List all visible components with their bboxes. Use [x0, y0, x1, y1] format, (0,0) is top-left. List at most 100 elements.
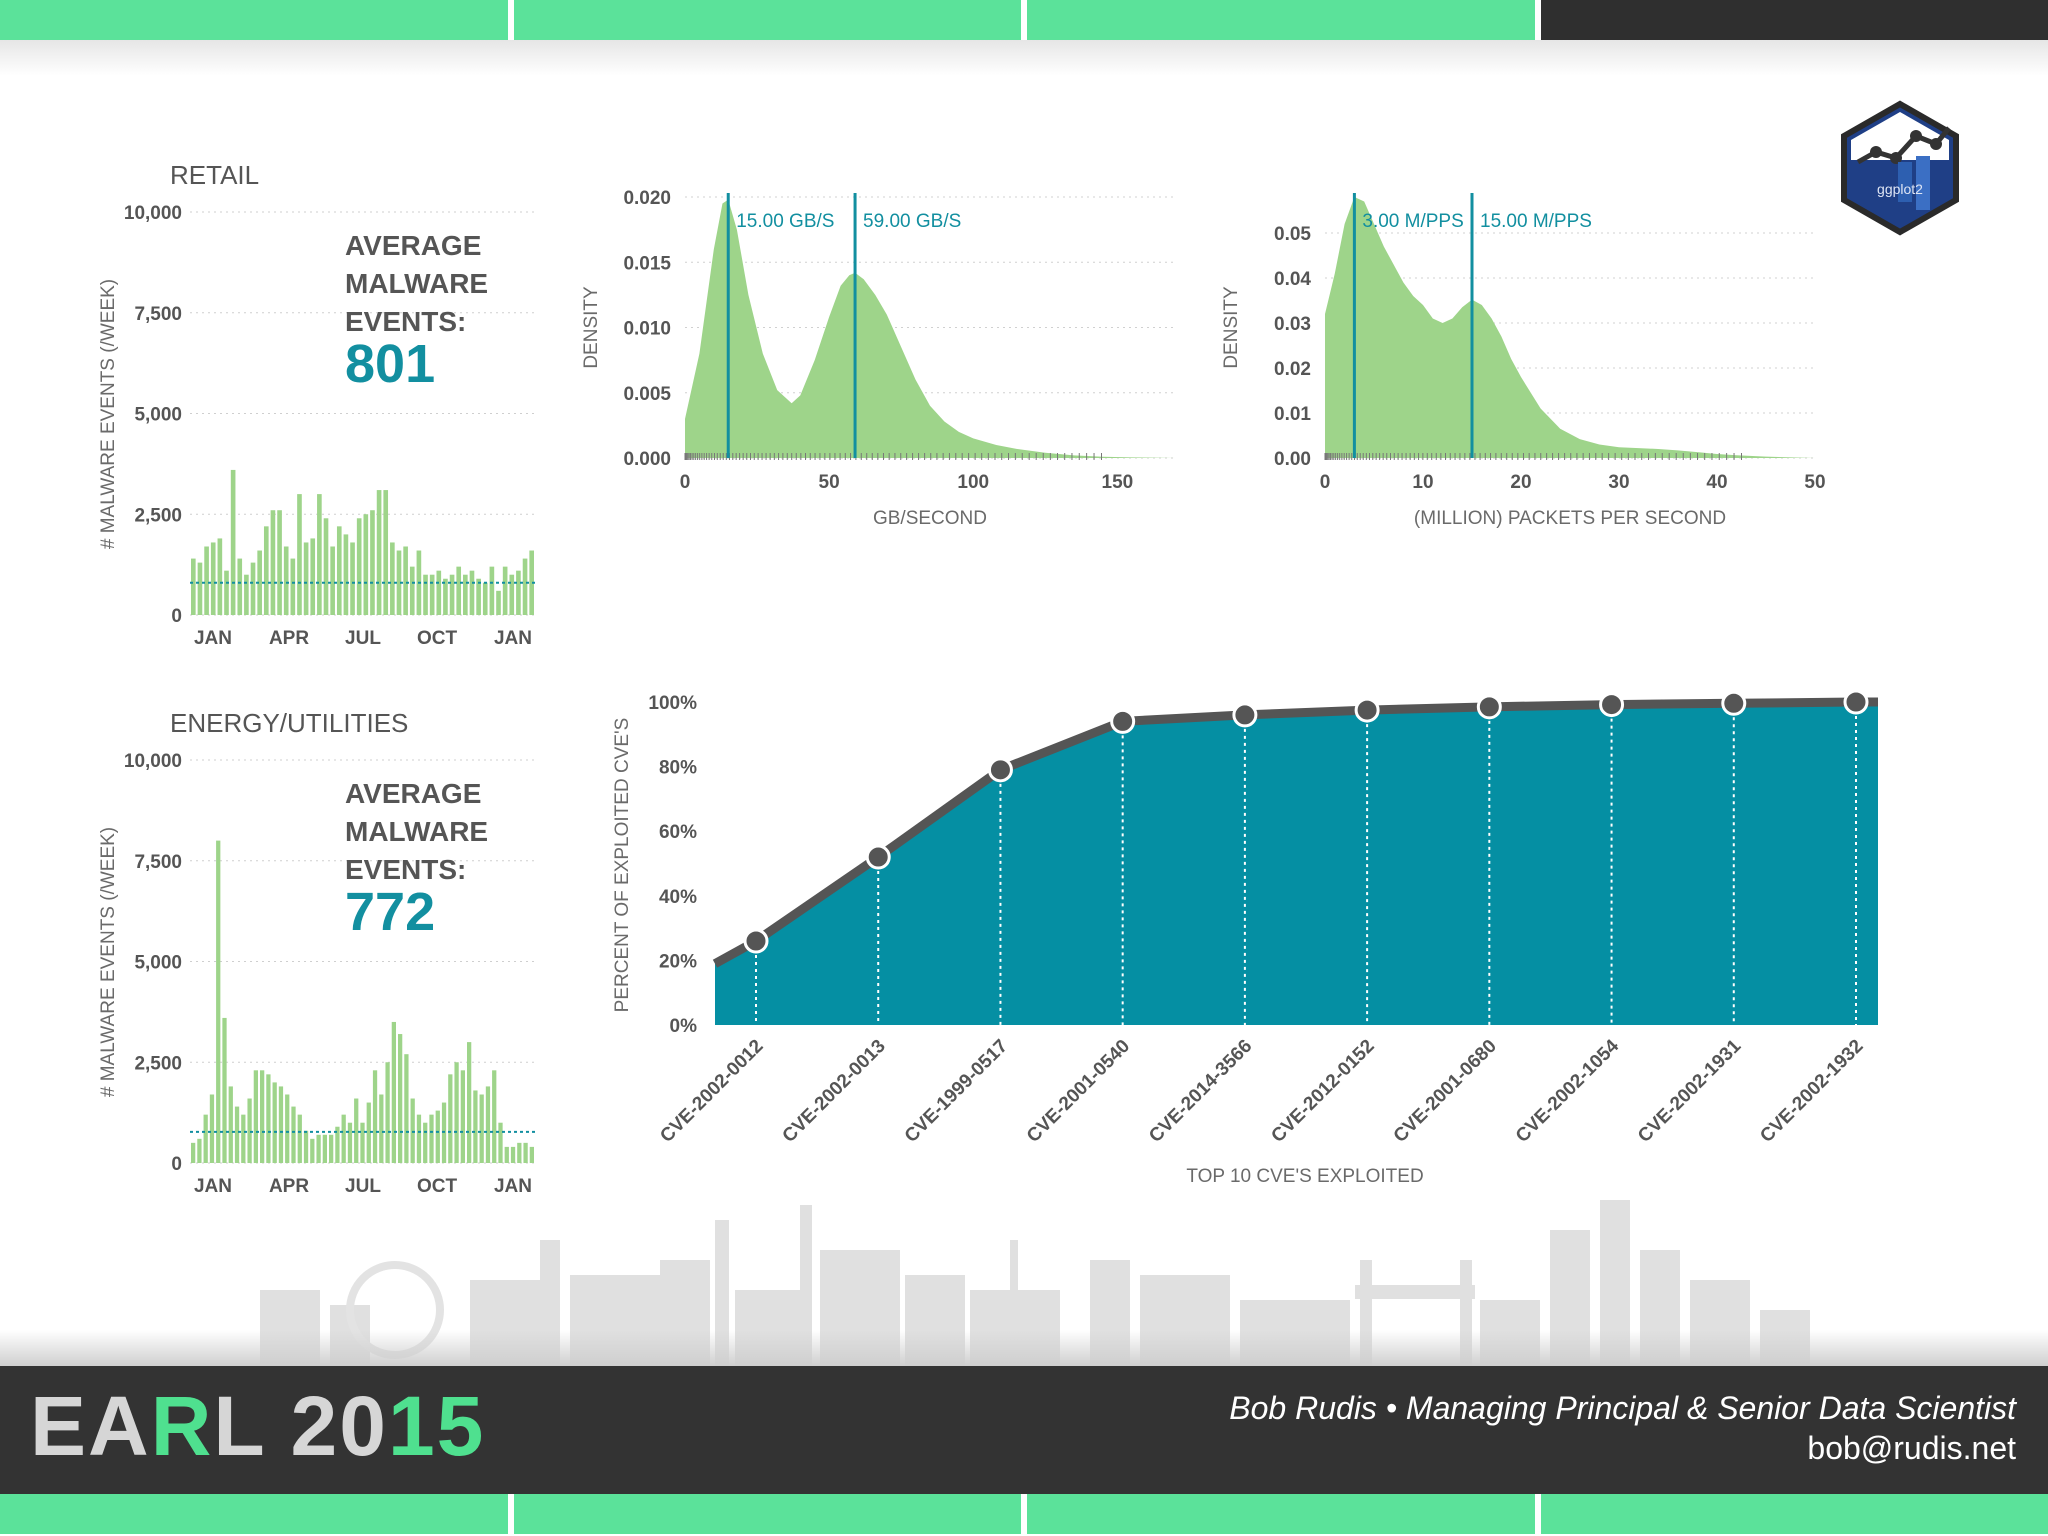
y-tick-label: 60% [659, 822, 697, 843]
data-point [1843, 689, 1869, 715]
bar [217, 538, 223, 615]
bar [329, 1134, 334, 1163]
x-tick-label: CVE-2002-1932 [1756, 1036, 1867, 1147]
average-value: 772 [345, 882, 435, 942]
bar [272, 1082, 277, 1163]
x-tick-label: 150 [1102, 472, 1134, 493]
bar [463, 574, 468, 615]
brand-text-part: 15 [387, 1379, 486, 1473]
y-tick-label: 5,000 [134, 953, 182, 974]
bar [270, 510, 276, 615]
x-tick-label: JAN [194, 628, 232, 649]
y-tick-label: 0 [171, 606, 182, 627]
bar [391, 1021, 396, 1163]
bar [222, 1017, 227, 1163]
ggplot2-hex-logo-icon: ggplot2 [1841, 100, 1959, 236]
bar [263, 526, 269, 615]
bar [517, 1142, 522, 1163]
bar [363, 514, 369, 615]
y-tick-label: 0.04 [1274, 269, 1311, 290]
bar [341, 1114, 346, 1163]
x-tick-label: CVE-2002-0012 [656, 1036, 767, 1147]
bar [335, 1126, 340, 1163]
accent-segment [513, 1494, 1021, 1534]
bar [234, 1106, 240, 1163]
bar [404, 1054, 409, 1163]
bar [310, 1138, 315, 1163]
bar [448, 1074, 453, 1163]
bar [210, 542, 216, 615]
top-shadow [0, 40, 2048, 76]
bar [529, 1146, 534, 1163]
y-tick-label: 0 [171, 1154, 182, 1175]
bar [360, 1122, 365, 1163]
bar [372, 1070, 378, 1163]
bar [403, 546, 408, 615]
accent-segment [513, 0, 1021, 40]
data-point [1354, 697, 1380, 723]
x-tick-label: CVE-2001-0680 [1390, 1036, 1501, 1147]
bar [257, 550, 262, 615]
y-tick-label: 100% [648, 693, 697, 714]
accent-segment [1540, 0, 2048, 40]
bar [489, 566, 495, 615]
bar [297, 1114, 302, 1163]
bar [416, 1114, 422, 1163]
bar [283, 546, 289, 615]
bar [197, 1138, 202, 1163]
bar [449, 574, 455, 615]
bar [482, 582, 488, 615]
cve-cumulative-chart: 0%20%40%60%80%100%CVE-2002-0012 CVE-2002-… [612, 689, 1878, 1187]
y-tick-label: 0.05 [1274, 224, 1311, 245]
bar [516, 570, 521, 615]
retail-bar-chart: RETAIL 0 2,500 5,000 7,500 10,000 JAN APR JUL OCT… [98, 160, 535, 649]
accent-segment [0, 1494, 508, 1534]
x-axis-label: TOP 10 CVE'S EXPLOITED [1186, 1166, 1423, 1187]
x-tick-label: CVE-2002-0013 [779, 1036, 890, 1147]
y-tick-label: 0.01 [1274, 404, 1311, 425]
bar [291, 1106, 296, 1163]
bar [209, 1094, 215, 1163]
x-tick-label: CVE-2001-0540 [1023, 1036, 1134, 1147]
y-axis-label: DENSITY [581, 286, 602, 369]
energy-bar-chart: ENERGY/UTILITIES 0 2,500 5,000 7,500 10,000 JA… [98, 708, 535, 1197]
bar [303, 542, 309, 615]
bar [410, 1098, 415, 1163]
bar [290, 558, 296, 615]
y-tick-label: 0.000 [623, 449, 671, 470]
data-point [865, 844, 891, 870]
y-tick-label: 40% [659, 887, 697, 908]
brand-text-part: R [150, 1379, 214, 1473]
y-tick-label: 0% [670, 1016, 698, 1037]
bar [203, 1114, 208, 1163]
y-axis-label: # MALWARE EVENTS (/WEEK) [98, 279, 119, 549]
chart-title: RETAIL [170, 160, 259, 190]
annotation-text: AVERAGE [345, 778, 481, 809]
y-axis-label: DENSITY [1221, 286, 1242, 369]
bar [347, 1122, 353, 1163]
reference-line-label: 15.00 GB/S [736, 211, 834, 232]
y-tick-label: 80% [659, 758, 697, 779]
bar [237, 558, 243, 615]
bar [396, 550, 402, 615]
x-tick-label: CVE-2014-3566 [1145, 1036, 1256, 1147]
bottom-accent-bar [0, 1494, 2048, 1534]
mpps-density-chart: 0.00 0.01 0.02 0.03 0.04 0.05 3.00 M/PPS 15.00 … [1221, 193, 1826, 529]
data-point [1599, 692, 1625, 718]
speaker-email: bob@rudis.net [1807, 1430, 2016, 1466]
brand-text-part: 20 [290, 1379, 388, 1473]
bar [224, 570, 229, 615]
bar [485, 1086, 491, 1163]
bar [423, 1122, 428, 1163]
bar [376, 490, 382, 615]
bar [354, 1098, 359, 1163]
accent-segment [1540, 1494, 2048, 1534]
density-area [1325, 197, 1815, 458]
bar [260, 1070, 265, 1163]
bar [510, 1146, 516, 1163]
bar [429, 574, 435, 615]
bar [385, 1062, 390, 1163]
bar [473, 1090, 478, 1163]
annotation-text: MALWARE [345, 268, 488, 299]
y-tick-label: 7,500 [134, 852, 182, 873]
